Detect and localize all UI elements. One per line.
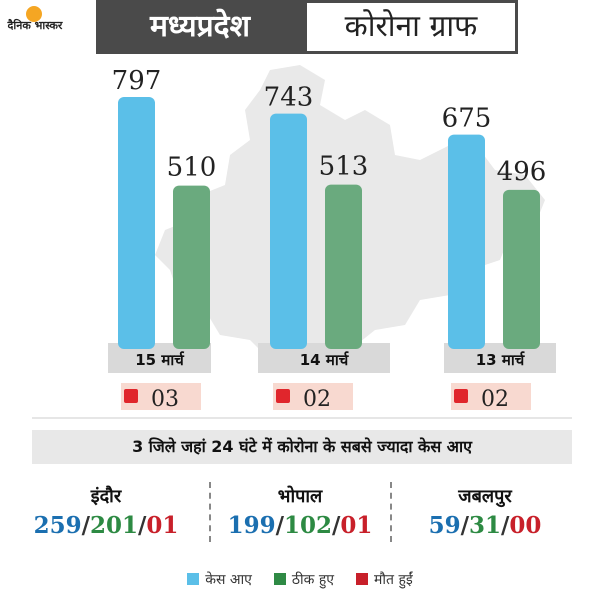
district-jabalpur: जबलपुर 59/31/00	[395, 482, 575, 540]
district-divider	[390, 482, 392, 542]
deaths-square-icon	[124, 389, 138, 403]
date-label: 14 मार्च	[300, 351, 350, 369]
district-deaths: 00	[509, 512, 542, 539]
district-deaths: 01	[340, 512, 373, 539]
legend-swatch-recovered	[273, 573, 286, 585]
district-name: इंदौर	[90, 486, 122, 507]
stat-separator: /	[275, 512, 284, 539]
logo-text: दैनिक भास्कर	[7, 19, 63, 32]
value-label-cases: 797	[112, 66, 162, 96]
stat-separator: /	[332, 512, 341, 539]
value-label-recovered: 496	[497, 157, 547, 187]
legend-swatch-cases	[187, 573, 200, 585]
bar-cases	[118, 97, 155, 349]
deaths-label: 02	[303, 387, 331, 412]
stat-separator: /	[501, 512, 510, 539]
bar-cases	[270, 113, 307, 349]
stat-separator: /	[81, 512, 90, 539]
legend-item-deaths: मौत हुईं	[356, 567, 413, 591]
district-indore: इंदौर 259/201/01	[16, 482, 196, 540]
bar-cases	[448, 134, 485, 349]
title-graph: कोरोना ग्राफ	[304, 0, 518, 54]
deaths-square-icon	[454, 389, 468, 403]
district-deaths: 01	[146, 512, 179, 539]
stat-separator: /	[460, 512, 469, 539]
district-cases: 199	[227, 512, 276, 539]
deaths-label: 02	[481, 387, 509, 412]
district-name: जबलपुर	[458, 486, 512, 507]
district-stats: 259/201/01	[16, 512, 196, 540]
title-state: मध्यप्रदेश	[96, 0, 304, 54]
logo: दैनिक भास्कर	[6, 6, 64, 50]
legend-label-deaths: मौत हुईं	[374, 571, 413, 588]
value-label-cases: 675	[442, 104, 492, 134]
district-recovered: 102	[283, 512, 332, 539]
district-divider	[209, 482, 211, 542]
legend-item-cases: केस आए	[187, 567, 252, 591]
legend-item-recovered: ठीक हुए	[273, 567, 335, 591]
bar-recovered	[503, 189, 540, 349]
value-label-recovered: 513	[319, 152, 369, 182]
district-bhopal: भोपाल 199/102/01	[210, 482, 390, 540]
district-cases: 59	[428, 512, 461, 539]
legend: केस आए ठीक हुए मौत हुईं	[0, 567, 600, 591]
legend-swatch-deaths	[356, 573, 369, 585]
legend-label-recovered: ठीक हुए	[291, 571, 335, 588]
logo-sun-icon	[26, 6, 42, 22]
district-recovered: 31	[468, 512, 501, 539]
district-recovered: 201	[89, 512, 138, 539]
district-name: भोपाल	[277, 486, 323, 507]
bar-recovered	[173, 185, 210, 349]
deaths-label: 03	[151, 387, 179, 412]
value-label-cases: 743	[264, 83, 314, 113]
bar-recovered	[325, 184, 362, 349]
value-label-recovered: 510	[167, 153, 217, 183]
district-stats: 199/102/01	[210, 512, 390, 540]
date-label: 15 मार्च	[135, 351, 185, 369]
deaths-square-icon	[276, 389, 290, 403]
districts-title: 3 जिले जहां 24 घंटे में कोरोना के सबसे ज…	[32, 430, 572, 464]
district-stats: 59/31/00	[395, 512, 575, 540]
date-label: 13 मार्च	[476, 351, 526, 369]
stat-separator: /	[138, 512, 147, 539]
district-cases: 259	[33, 512, 82, 539]
legend-label-cases: केस आए	[205, 571, 252, 588]
